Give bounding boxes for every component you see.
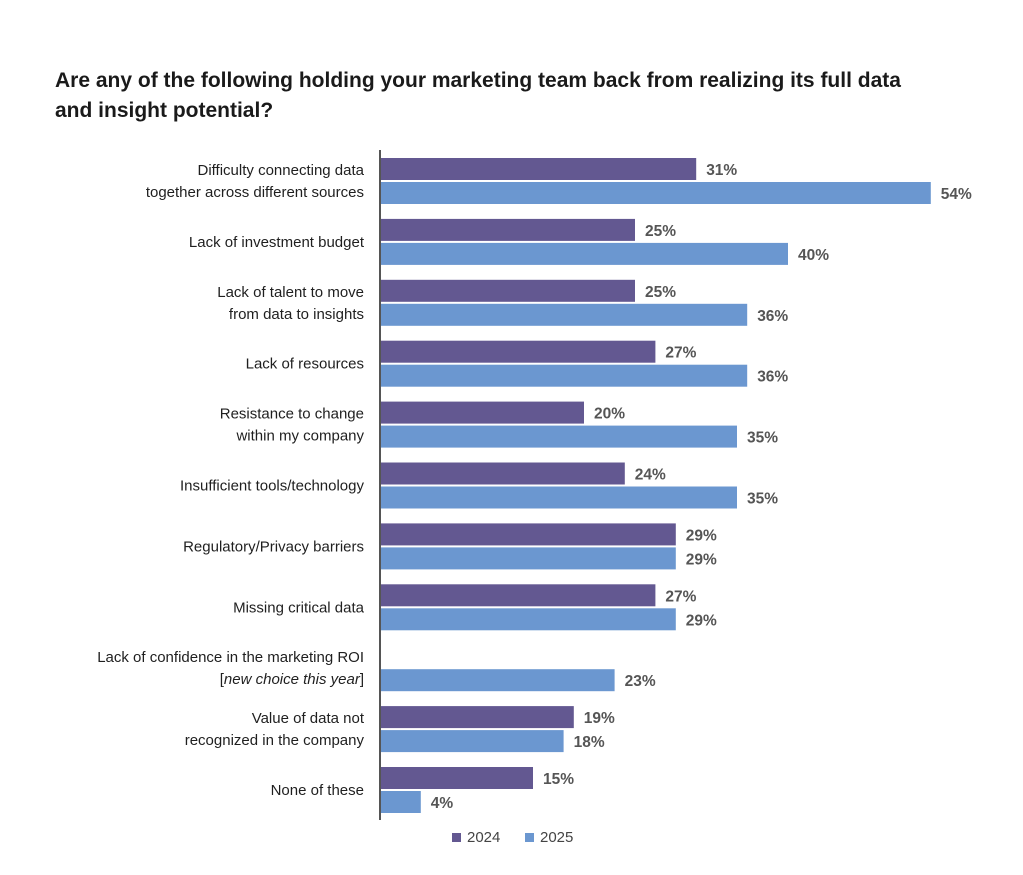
value-label: 25% <box>645 284 676 301</box>
bars-layer <box>380 158 931 813</box>
legend: 2024 2025 <box>452 829 573 846</box>
value-label: 40% <box>798 247 829 264</box>
bar-2025 <box>380 242 788 265</box>
category-label: Regulatory/Privacy barriers <box>183 538 364 555</box>
bar-2024 <box>380 401 584 424</box>
legend-swatch-2024 <box>452 833 461 842</box>
bar-2025 <box>380 303 748 326</box>
value-label: 19% <box>584 710 615 727</box>
legend-label-2025: 2025 <box>540 829 573 846</box>
value-label: 15% <box>543 771 574 788</box>
chart-title: Are any of the following holding your ma… <box>55 66 975 126</box>
value-label: 27% <box>665 345 696 362</box>
bar-2025 <box>380 425 737 448</box>
chart-title-line-2: and insight potential? <box>55 99 274 122</box>
category-label: Resistance to change within my company <box>220 406 365 445</box>
bar-2025 <box>380 547 676 570</box>
bar-2025 <box>380 608 676 631</box>
chart-title-line-1: Are any of the following holding your ma… <box>55 69 901 92</box>
value-label: 25% <box>645 223 676 240</box>
bar-2025 <box>380 791 421 813</box>
bar-2024 <box>380 584 656 607</box>
value-label: 31% <box>706 162 737 179</box>
bar-2025 <box>380 669 615 692</box>
value-label: 35% <box>747 430 778 447</box>
category-label: Missing critical data <box>233 599 365 616</box>
category-label: Value of data not recognized in the compa… <box>185 710 365 749</box>
value-label: 29% <box>686 527 717 544</box>
category-label: Lack of investment budget <box>189 234 365 251</box>
legend-label-2024: 2024 <box>467 829 500 846</box>
labels-layer: Difficulty connecting data together acros… <box>97 162 972 812</box>
bar-2024 <box>380 158 697 180</box>
value-label: 24% <box>635 467 666 484</box>
value-label: 27% <box>665 588 696 605</box>
bar-2024 <box>380 279 635 302</box>
bar-2024 <box>380 340 656 363</box>
bar-2025 <box>380 364 748 387</box>
value-label: 18% <box>574 734 605 751</box>
value-label: 29% <box>686 612 717 629</box>
bar-2025 <box>380 182 931 204</box>
value-label: 20% <box>594 406 625 423</box>
bar-2025 <box>380 730 564 753</box>
value-label: 36% <box>757 308 788 325</box>
category-label: Lack of talent to move from data to insig… <box>217 284 364 323</box>
category-label: Difficulty connecting data together acros… <box>146 162 365 201</box>
bar-2024 <box>380 706 574 729</box>
bar-2025 <box>380 486 737 509</box>
bar-2024 <box>380 218 635 241</box>
bar-2024 <box>380 523 676 546</box>
value-label: 29% <box>686 551 717 568</box>
value-label: 23% <box>625 673 656 690</box>
category-label: Lack of resources <box>246 356 364 373</box>
category-label: None of these <box>271 782 364 799</box>
value-label: 54% <box>941 186 972 203</box>
category-label: Lack of confidence in the marketing ROI[… <box>97 649 364 688</box>
value-label: 36% <box>757 369 788 386</box>
category-label: Insufficient tools/technology <box>180 478 365 495</box>
bar-2024 <box>380 767 533 789</box>
bar-2024 <box>380 462 625 485</box>
value-label: 35% <box>747 491 778 508</box>
legend-swatch-2025 <box>525 833 534 842</box>
value-label: 4% <box>431 795 454 812</box>
